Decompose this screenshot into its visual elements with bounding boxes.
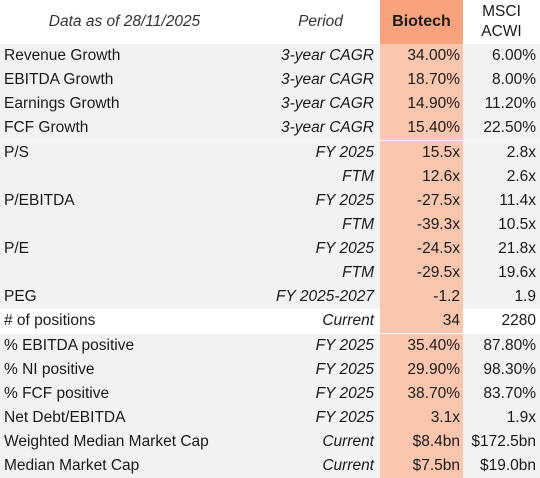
row-biotech-value: 29.90% (380, 358, 463, 382)
row-biotech-value: 15.40% (380, 116, 463, 141)
row-msci-value: 2.6x (463, 165, 540, 189)
row-msci-value: 21.8x (463, 237, 540, 261)
row-biotech-value: -1.2 (380, 285, 463, 309)
header-msci-line1: MSCI (482, 3, 521, 20)
row-biotech-value: 35.40% (380, 333, 463, 358)
row-label (0, 261, 261, 285)
row-biotech-value: $8.4bn (380, 430, 463, 454)
row-period: FY 2025 (261, 333, 380, 358)
row-msci-value: 87.80% (463, 333, 540, 358)
row-period: 3-year CAGR (261, 116, 380, 141)
table-row: Weighted Median Market Cap Current $8.4bn $… (0, 430, 540, 454)
table-row: Median Market Cap Current $7.5bn $19.0bn (0, 454, 540, 478)
header-period: Period (298, 13, 343, 30)
row-label: % FCF positive (0, 382, 261, 406)
row-label: EBITDA Growth (0, 68, 261, 92)
table-row: FCF Growth 3-year CAGR 15.40% 22.50% (0, 116, 540, 141)
header-biotech: Biotech (380, 0, 463, 44)
row-label: Earnings Growth (0, 92, 261, 116)
row-label: # of positions (4, 312, 96, 329)
row-biotech-value: 14.90% (380, 92, 463, 116)
table-row: Earnings Growth 3-year CAGR 14.90% 11.20% (0, 92, 540, 116)
row-msci-value: 2.8x (463, 140, 540, 165)
row-period: FY 2025 (261, 358, 380, 382)
row-msci-value: 22.50% (463, 116, 540, 141)
row-msci-value: $19.0bn (463, 454, 540, 478)
row-label: Net Debt/EBITDA (0, 406, 261, 430)
row-msci-value: 11.4x (463, 189, 540, 213)
row-period: FY 2025 (261, 406, 380, 430)
row-biotech-value: 15.5x (380, 140, 463, 165)
row-period: FY 2025 (261, 382, 380, 406)
row-label: PEG (0, 285, 261, 309)
table-row: % EBITDA positive FY 2025 35.40% 87.80% (0, 333, 540, 358)
row-msci-value: 11.20% (463, 92, 540, 116)
row-label: Median Market Cap (0, 454, 261, 478)
row-biotech-value: -29.5x (380, 261, 463, 285)
table-row: PEG FY 2025-2027 -1.2 1.9 (0, 285, 540, 309)
row-period: 3-year CAGR (261, 68, 380, 92)
row-biotech-value: $7.5bn (380, 454, 463, 478)
table-row: % NI positive FY 2025 29.90% 98.30% (0, 358, 540, 382)
row-period: 3-year CAGR (261, 92, 380, 116)
row-period: 3-year CAGR (261, 44, 380, 68)
row-label: % NI positive (0, 358, 261, 382)
table-row: Revenue Growth 3-year CAGR 34.00% 6.00% (0, 44, 540, 68)
row-label: P/S (0, 140, 261, 165)
row-biotech-value: 34 (380, 309, 463, 334)
row-msci-value: 8.00% (463, 68, 540, 92)
row-msci-value: 83.70% (463, 382, 540, 406)
row-period: FY 2025-2027 (261, 285, 380, 309)
row-biotech-value: -24.5x (380, 237, 463, 261)
row-period: FY 2025 (261, 140, 380, 165)
row-period: FY 2025 (261, 237, 380, 261)
row-period: FY 2025 (261, 189, 380, 213)
row-biotech-value: 3.1x (380, 406, 463, 430)
row-label (0, 165, 261, 189)
row-period: Current (261, 454, 380, 478)
row-period: FTM (261, 213, 380, 237)
row-label: Weighted Median Market Cap (0, 430, 261, 454)
row-label: Revenue Growth (0, 44, 261, 68)
row-biotech-value: 18.70% (380, 68, 463, 92)
table-row: % FCF positive FY 2025 38.70% 83.70% (0, 382, 540, 406)
row-period: FTM (261, 261, 380, 285)
row-biotech-value: 34.00% (380, 44, 463, 68)
row-msci-value: 1.9x (463, 406, 540, 430)
row-biotech-value: 38.70% (380, 382, 463, 406)
row-msci-value: 1.9 (463, 285, 540, 309)
table-row: # of positions Current 34 2280 (0, 309, 540, 334)
row-label: P/EBITDA (0, 189, 261, 213)
header-data-date: Data as of 28/11/2025 (48, 13, 201, 30)
row-period: Current (322, 312, 374, 329)
table-row: FTM -39.3x 10.5x (0, 213, 540, 237)
header-msci-acwi: MSCI ACWI (463, 0, 540, 44)
table-row: FTM 12.6x 2.6x (0, 165, 540, 189)
row-label: % EBITDA positive (0, 333, 261, 358)
row-msci-value: 2280 (501, 312, 536, 329)
header-row: Data as of 28/11/2025 Period Biotech MSC… (0, 0, 540, 44)
row-label: P/E (0, 237, 261, 261)
row-msci-value: 10.5x (463, 213, 540, 237)
row-biotech-value: 12.6x (380, 165, 463, 189)
header-msci-line2: ACWI (481, 23, 522, 40)
table-row: Net Debt/EBITDA FY 2025 3.1x 1.9x (0, 406, 540, 430)
row-biotech-value: -39.3x (380, 213, 463, 237)
table-row: P/S FY 2025 15.5x 2.8x (0, 140, 540, 165)
table-row: P/E FY 2025 -24.5x 21.8x (0, 237, 540, 261)
row-msci-value: 98.30% (463, 358, 540, 382)
row-label: FCF Growth (0, 116, 261, 141)
row-period: FTM (261, 165, 380, 189)
row-period: Current (261, 430, 380, 454)
table-row: FTM -29.5x 19.6x (0, 261, 540, 285)
row-msci-value: 6.00% (463, 44, 540, 68)
row-msci-value: $172.5bn (463, 430, 540, 454)
row-msci-value: 19.6x (463, 261, 540, 285)
row-label (0, 213, 261, 237)
table-row: EBITDA Growth 3-year CAGR 18.70% 8.00% (0, 68, 540, 92)
table-row: P/EBITDA FY 2025 -27.5x 11.4x (0, 189, 540, 213)
row-biotech-value: -27.5x (380, 189, 463, 213)
